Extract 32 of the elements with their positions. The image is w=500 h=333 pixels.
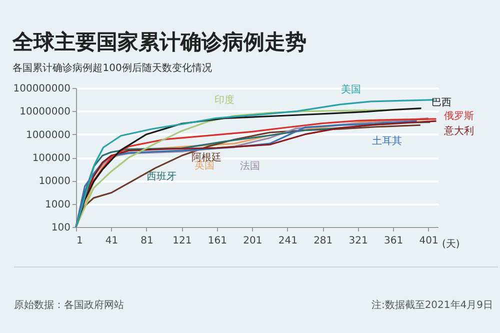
chart-subtitle: 各国累计确诊病例超100例后随天数变化情况 <box>12 62 212 74</box>
x-tick-label: 41 <box>105 236 118 246</box>
series-label: 巴西 <box>431 97 452 108</box>
y-tick-label: 100000000 <box>13 84 70 94</box>
x-tick-label: 281 <box>314 236 333 246</box>
x-tick-label: 361 <box>384 236 404 246</box>
series-label: 法国 <box>240 160 260 172</box>
text: 注:数据截至2021年4月9日 <box>371 299 493 311</box>
x-tick-label: 201 <box>243 236 262 246</box>
series-label: 土耳其 <box>372 134 402 147</box>
series-label: 美国 <box>341 83 362 96</box>
x-tick-label: 81 <box>140 236 154 246</box>
series-label: 印度 <box>214 94 235 106</box>
series-label: 意大利 <box>443 125 474 138</box>
text: 西班牙 <box>146 170 177 182</box>
x-tick-label: 1 <box>76 236 83 246</box>
x-tick-label: 241 <box>278 236 298 246</box>
y-tick-label: 10000000 <box>20 106 70 118</box>
x-axis-title: (天) <box>442 239 460 250</box>
y-tick-label: 100 <box>51 222 70 234</box>
chart-title: 全球主要国家累计确诊病例走势 <box>12 30 307 54</box>
y-tick-label: 1000 <box>45 199 70 210</box>
y-tick-label: 1000000 <box>26 130 70 141</box>
x-tick-label: 401 <box>419 236 438 246</box>
x-tick-label: 321 <box>348 236 368 246</box>
x-tick-label: 121 <box>172 236 192 246</box>
series-label: 俄罗斯 <box>444 110 474 122</box>
x-tick-label: 161 <box>208 236 227 246</box>
text: 原始数据：各国政府网站 <box>14 299 124 311</box>
y-tick-label: 10000 <box>38 176 70 188</box>
y-tick-label: 100000 <box>32 153 70 164</box>
series-label: 英国 <box>194 160 215 172</box>
